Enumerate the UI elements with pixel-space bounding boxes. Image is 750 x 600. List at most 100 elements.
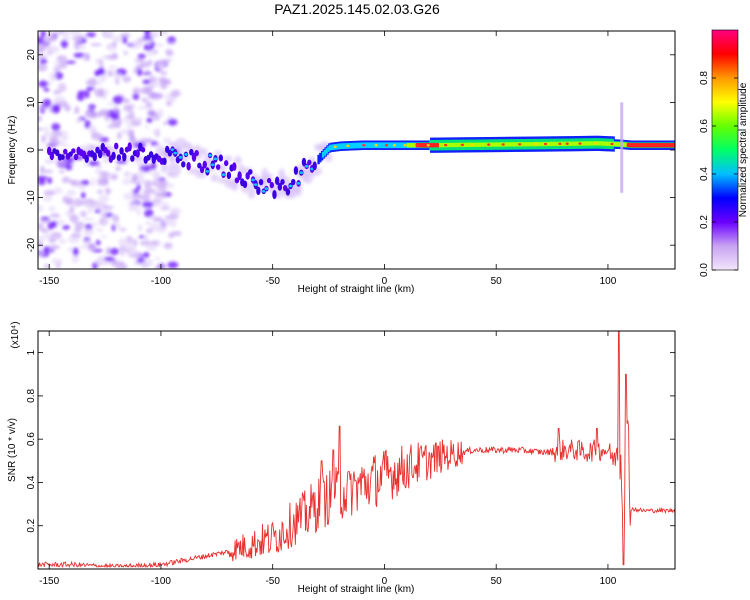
spectrogram-noise-blob [143, 188, 155, 195]
spectrogram-band-core [421, 143, 424, 148]
spectrogram-band-core [456, 142, 460, 148]
y-tick-label: 0.4 [26, 475, 37, 489]
spectrogram-noise-blob [50, 46, 56, 54]
spectrogram-ridge-blob [202, 160, 207, 169]
spectrogram-noise-blob [69, 205, 75, 214]
spectrogram-ridge-blob [291, 178, 296, 186]
spectrogram-band-core [530, 142, 533, 147]
spectrogram-noise-blob [38, 115, 43, 122]
spectrogram-noise-blob [140, 193, 151, 202]
spectrogram-ridge-blob [232, 162, 237, 171]
spectrogram-band-core [523, 142, 526, 147]
spectrogram-noise-blob [137, 68, 143, 77]
spectrogram-band-core [655, 143, 658, 148]
spectrogram-band-core [437, 143, 440, 148]
spectrogram-band-core [458, 142, 462, 148]
spectrogram-noise-blob [165, 101, 173, 107]
spectrogram-noise-blob [152, 200, 161, 208]
spectrogram-ridge-peak [261, 189, 266, 193]
snr-frame [37, 330, 676, 570]
spectrogram-noise-blob [108, 70, 113, 77]
spectrogram-noise-blob [154, 192, 165, 198]
spectrogram-noise-blob [119, 227, 127, 232]
spectrogram-noise-blob [133, 188, 139, 195]
spectrogram-ridge-blob [71, 148, 76, 154]
x-tick-label: 100 [600, 576, 617, 587]
spectrogram-halo [234, 156, 242, 165]
spectrogram-noise-blob [84, 111, 93, 117]
spectrogram-band-core [497, 142, 501, 147]
spectrogram-noise-blob [146, 244, 157, 251]
spectrogram-noise-blob [90, 222, 100, 226]
spectrogram-noise-blob [112, 52, 118, 59]
spectrogram-ridge-peak [210, 163, 215, 167]
spectrogram-hotspot [487, 143, 491, 146]
spectrogram-ridge-blob [269, 181, 274, 189]
spectrogram-ridge-peak [251, 178, 255, 182]
spectrogram-noise-blob [124, 170, 130, 178]
spectrogram-ridge-blob [248, 169, 253, 175]
spectrogram-noise-blob [160, 81, 168, 90]
spectrogram-noise-blob [62, 225, 70, 230]
spectrogram-noise-blob [51, 123, 61, 131]
spectrogram-band-mid [330, 144, 334, 151]
spectrogram-noise-blob [140, 87, 152, 95]
colorbar-tick-label: 0.0 [699, 263, 710, 277]
spectrogram-ridge-blob [194, 149, 199, 157]
spectrogram-band-core [573, 141, 576, 146]
spectrogram-noise-blob [118, 238, 130, 247]
spectrogram-band-core [664, 143, 667, 148]
spectrogram-noise-blob [160, 206, 171, 211]
spectrogram-noise-blob [43, 189, 56, 196]
spectrogram-noise-blob [147, 41, 152, 46]
figure-title: PAZ1.2025.145.02.03.G26 [274, 1, 440, 17]
spectrogram-x-label: Height of straight line (km) [298, 284, 415, 295]
colorbar-tick-label: 0.2 [699, 215, 710, 229]
spectrogram-band-core [431, 143, 435, 148]
spectrogram-noise-blob [38, 63, 48, 72]
spectrogram-band-core [642, 143, 646, 148]
spectrogram-band-mid [380, 142, 384, 149]
spectrogram-band-core [639, 143, 642, 148]
spectrogram-band-core [653, 143, 656, 148]
spectrogram-noise-blob [136, 257, 146, 264]
spectrogram-band-core [589, 141, 592, 146]
spectrogram-noise-blob [96, 163, 101, 168]
spectrogram-ridge-peak [288, 184, 293, 188]
spectrogram-noise-blob [66, 189, 76, 196]
x-tick-label: -100 [151, 276, 171, 287]
spectrogram-hotspot [346, 144, 350, 148]
spectrogram-hotspot [543, 142, 548, 146]
spectrogram-ridge-blob [266, 177, 272, 184]
spectrogram-noise-blob [38, 252, 45, 257]
y-tick-label: 1 [26, 349, 37, 355]
spectrogram-band-core [553, 141, 556, 147]
spectrogram-noise-blob [65, 60, 77, 64]
spectrogram-noise-blob [114, 223, 122, 229]
spectrogram-band-core [449, 142, 453, 148]
spectrogram-ridge-blob [49, 151, 55, 161]
spectrogram-band-core [510, 142, 513, 147]
spectrogram-band-core [526, 142, 529, 147]
spectrogram-noise-blob [56, 159, 68, 167]
spectrogram-hotspot [460, 143, 464, 147]
spectrogram-band-core [562, 141, 565, 146]
spectrogram-band-core [617, 142, 621, 147]
spectrogram-ridge-blob [223, 160, 229, 167]
spectrogram-band-mid [371, 142, 375, 149]
x-tick-label: 50 [491, 276, 503, 287]
spectrogram-ridge-blob [63, 148, 68, 155]
spectrogram-streak [620, 102, 624, 193]
spectrogram-band-core [658, 143, 662, 148]
spectrogram-band-core [574, 141, 578, 146]
spectrogram-hotspot [594, 142, 598, 145]
spectrogram-noise-blob [54, 60, 59, 69]
spectrogram-noise-blob [112, 35, 123, 43]
spectrogram-noise-blob [99, 212, 108, 218]
spectrogram-ridge [46, 102, 675, 200]
spectrogram-hotspot [565, 142, 569, 145]
spectrogram-noise-blob [146, 117, 153, 123]
spectrogram-noise-blob [145, 101, 153, 108]
spectrogram-band-core [480, 142, 483, 147]
spectrogram-noise-blob [163, 137, 172, 145]
